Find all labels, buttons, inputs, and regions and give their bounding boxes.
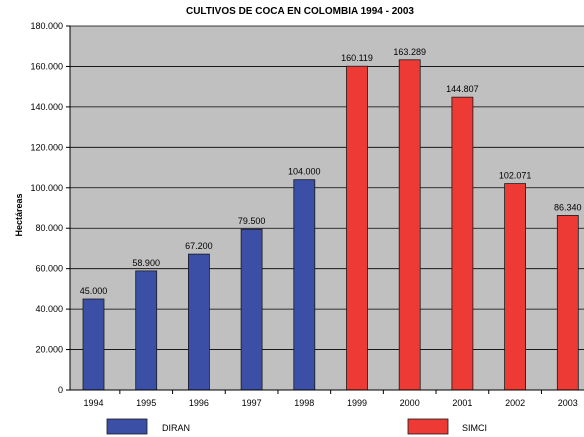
axes: 0 20.000 40.000 60.000 80.000 100.000 120.000 1… xyxy=(30,21,584,408)
data-label: 79.500 xyxy=(238,216,266,226)
bar-simci-2001 xyxy=(451,96,474,391)
x-tick-label: 1996 xyxy=(189,398,209,408)
legend-label-diran: DIRAN xyxy=(162,423,190,433)
bar-simci-1999 xyxy=(346,65,368,391)
x-tick-label: 2000 xyxy=(400,398,420,408)
data-label: 104.000 xyxy=(288,167,321,177)
legend: DIRAN SIMCI xyxy=(106,418,487,435)
y-axis-label: Hectáreas xyxy=(14,193,24,236)
y-tick-label: 40.000 xyxy=(35,304,63,314)
bar-diran-1997 xyxy=(240,228,263,391)
y-tick-label: 60.000 xyxy=(35,264,63,274)
x-tick-label: 2003 xyxy=(558,398,578,408)
x-tick-label: 2002 xyxy=(505,398,525,408)
data-label: 163.289 xyxy=(393,47,426,57)
data-label: 58.900 xyxy=(132,258,160,268)
chart-title: CULTIVOS DE COCA EN COLOMBIA 1994 - 2003 xyxy=(186,6,414,17)
legend-label-simci: SIMCI xyxy=(462,423,487,433)
data-label: 67.200 xyxy=(185,241,213,251)
y-tick-label: 160.000 xyxy=(30,61,63,71)
y-tick-label: 120.000 xyxy=(30,142,63,152)
data-labels: 45.000 58.900 67.200 79.500 104.000 160.119 16… xyxy=(80,47,582,296)
x-tick-label: 1997 xyxy=(242,398,262,408)
bar-diran-1995 xyxy=(135,270,158,391)
x-tick-label: 1994 xyxy=(83,398,103,408)
data-label: 160.119 xyxy=(341,53,373,63)
y-tick-label: 180.000 xyxy=(30,21,63,31)
x-tick-label: 2001 xyxy=(452,398,472,408)
data-label: 86.340 xyxy=(554,202,582,212)
y-tick-label: 20.000 xyxy=(35,345,63,355)
x-tick-label: 1999 xyxy=(347,398,367,408)
legend-swatch-diran xyxy=(106,418,148,435)
bar-simci-2003 xyxy=(556,215,579,391)
data-label: 144.807 xyxy=(446,84,479,94)
bar-diran-1994 xyxy=(82,298,105,391)
x-tick-label: 1998 xyxy=(294,398,314,408)
data-label: 102.071 xyxy=(499,171,532,181)
y-tick-label: 80.000 xyxy=(35,223,63,233)
bar-diran-1998 xyxy=(293,179,316,391)
legend-swatch-simci xyxy=(407,418,449,435)
bar-simci-2002 xyxy=(504,183,527,391)
bar-diran-1996 xyxy=(187,253,210,391)
x-tick-label: 1995 xyxy=(136,398,156,408)
data-label: 45.000 xyxy=(80,286,108,296)
y-tick-label: 100.000 xyxy=(30,183,63,193)
y-tick-label: 0 xyxy=(58,385,63,395)
bars xyxy=(82,59,579,391)
y-tick-label: 140.000 xyxy=(30,102,63,112)
bar-simci-2000 xyxy=(398,59,421,391)
